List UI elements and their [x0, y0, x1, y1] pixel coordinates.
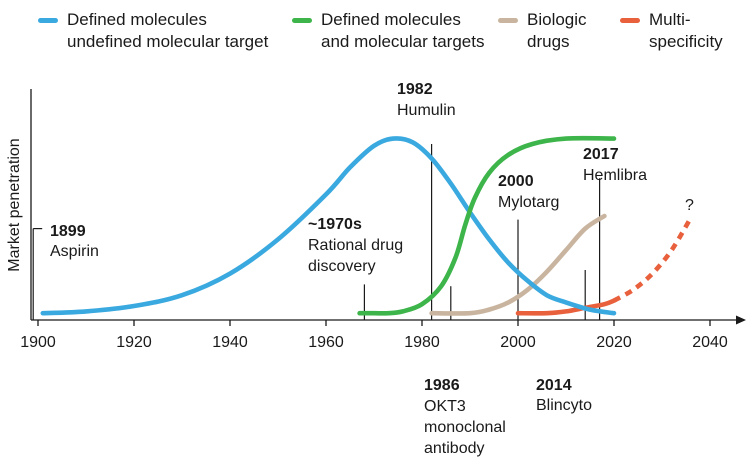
x-axis-arrow-icon — [736, 315, 746, 325]
legend-swatch-tan — [498, 18, 518, 23]
x-tick-label: 1920 — [116, 334, 152, 351]
legend-label-line: undefined molecular target — [67, 32, 269, 51]
x-tick-label: 1900 — [20, 334, 56, 351]
legend-label-line: Defined molecules — [67, 10, 207, 29]
annotation-text: monoclonal — [424, 419, 506, 436]
annotation-text: Blincyto — [536, 397, 592, 414]
legend-swatch-blue — [38, 18, 58, 23]
annotation-text: antibody — [424, 440, 485, 457]
annotations: 1899 Aspirin ~1970s Rational drug discovery 1… — [50, 81, 694, 457]
annotation-text: discovery — [308, 258, 376, 275]
legend-item-multi-specificity: Multi- specificity — [620, 9, 723, 53]
x-tick-label: 2020 — [596, 334, 632, 351]
annotation-text: OKT3 — [424, 398, 466, 415]
annotation-year: ~1970s — [308, 216, 362, 233]
legend-label-line: Biologic — [527, 10, 587, 29]
axes: Market penetration — [6, 89, 746, 325]
legend: Defined molecules undefined molecular ta… — [0, 9, 756, 59]
legend-item-defined-molecules-and-targets: Defined molecules and molecular targets — [292, 9, 484, 53]
x-tick-label: 2000 — [500, 334, 536, 351]
legend-item-biologic-drugs: Biologic drugs — [498, 9, 587, 53]
annotation-year: 2017 — [583, 146, 619, 163]
series-line-multi-specificity — [515, 298, 617, 316]
y-axis-title: Market penetration — [6, 138, 23, 271]
projection-question-mark: ? — [685, 197, 694, 214]
annotation-text: Rational drug — [308, 237, 403, 254]
legend-label-line: Multi- — [649, 10, 691, 29]
series-line-defined-molecules-and-targets — [357, 135, 617, 316]
annotation-text: Aspirin — [50, 243, 99, 260]
legend-swatch-green — [292, 18, 312, 23]
annotation-text: Hemlibra — [583, 167, 647, 184]
annotation-year: 1982 — [397, 81, 433, 98]
legend-label-line: specificity — [649, 32, 723, 51]
annotation-text: Mylotarg — [498, 194, 559, 211]
x-tick-label: 2040 — [692, 334, 728, 351]
legend-label-line: Defined molecules — [321, 10, 461, 29]
legend-label-line: drugs — [527, 32, 570, 51]
annotation-year: 1986 — [424, 377, 460, 394]
series-line-multi-specificity-projected — [612, 216, 693, 303]
annotation-year: 1899 — [50, 223, 86, 240]
annotation-year: 2000 — [498, 173, 534, 190]
annotation-year: 2014 — [536, 377, 572, 394]
x-tick-label: 1940 — [212, 334, 248, 351]
legend-item-defined-molecules-undefined-target: Defined molecules undefined molecular ta… — [38, 9, 268, 53]
x-ticks: 1900 1920 1940 1960 1980 2000 2020 2040 — [20, 320, 728, 351]
annotation-text: Humulin — [397, 102, 456, 119]
x-tick-label: 1980 — [404, 334, 440, 351]
x-tick-label: 1960 — [308, 334, 344, 351]
legend-swatch-orange — [620, 18, 640, 23]
series — [40, 135, 693, 316]
series-line-defined-molecules-undefined-target — [40, 136, 617, 316]
milestone-markers — [32, 144, 601, 320]
legend-label-line: and molecular targets — [321, 32, 485, 51]
series-line-biologic-drugs — [429, 213, 607, 316]
